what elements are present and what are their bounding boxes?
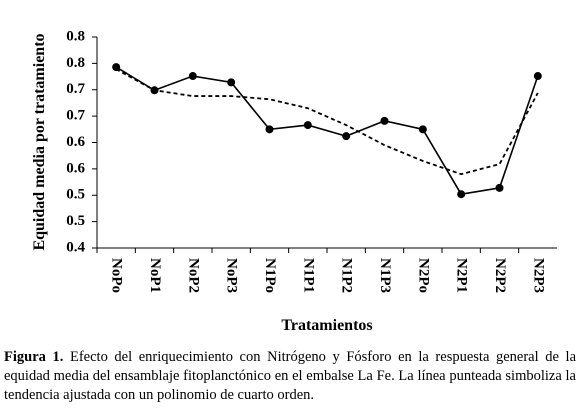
point: [112, 63, 121, 72]
point: [265, 125, 274, 134]
y-tick-label: 0.5: [66, 187, 85, 203]
point: [380, 116, 389, 125]
y-tick-label: 0.8: [66, 28, 85, 44]
y-tick-label: 0.6: [66, 160, 85, 176]
caption-text: Efecto del enriquecimiento con Nitrógeno…: [4, 349, 577, 403]
y-tick-label: 0.7: [66, 81, 85, 97]
point: [227, 78, 236, 87]
x-tick-label: N2P1: [454, 258, 470, 293]
chart: Tratamientos Equidad media por tratamien…: [31, 28, 557, 334]
caption-label: Figura 1.: [4, 349, 64, 365]
x-axis-title: Tratamientos: [281, 317, 372, 334]
y-tick-label: 0.7: [66, 108, 85, 124]
x-tick-label: N1Po: [262, 258, 278, 293]
y-tick-label: 0.4: [66, 239, 85, 255]
x-tick-label: N2P2: [492, 258, 508, 293]
point: [342, 132, 351, 141]
x-tick-label: N1P2: [339, 258, 355, 293]
x-tick-label: NoP3: [224, 258, 240, 293]
data-line: [115, 66, 539, 196]
point: [418, 125, 427, 134]
x-tick-label: N1P1: [300, 258, 316, 293]
x-tick-label: N1P3: [377, 258, 393, 293]
point: [303, 121, 312, 130]
x-tick-label: NoP2: [185, 258, 201, 293]
point: [188, 72, 197, 81]
x-tick-label: NoPo: [109, 258, 125, 293]
x-tick-label: NoP1: [147, 258, 163, 293]
y-tick-label: 0.6: [66, 134, 85, 150]
y-tick-label: 0.5: [66, 213, 85, 229]
caption: Figura 1. Efecto del enriquecimiento con…: [4, 348, 576, 405]
x-tick-label: N2P3: [530, 258, 546, 293]
point: [457, 190, 466, 199]
y-axis-title: Equidad media por tratamiento: [31, 33, 48, 250]
point: [533, 72, 542, 81]
y-tick-label: 0.8: [66, 55, 85, 71]
point: [495, 183, 504, 192]
x-tick-label: N2Po: [415, 258, 431, 293]
trend-line: [115, 68, 539, 176]
